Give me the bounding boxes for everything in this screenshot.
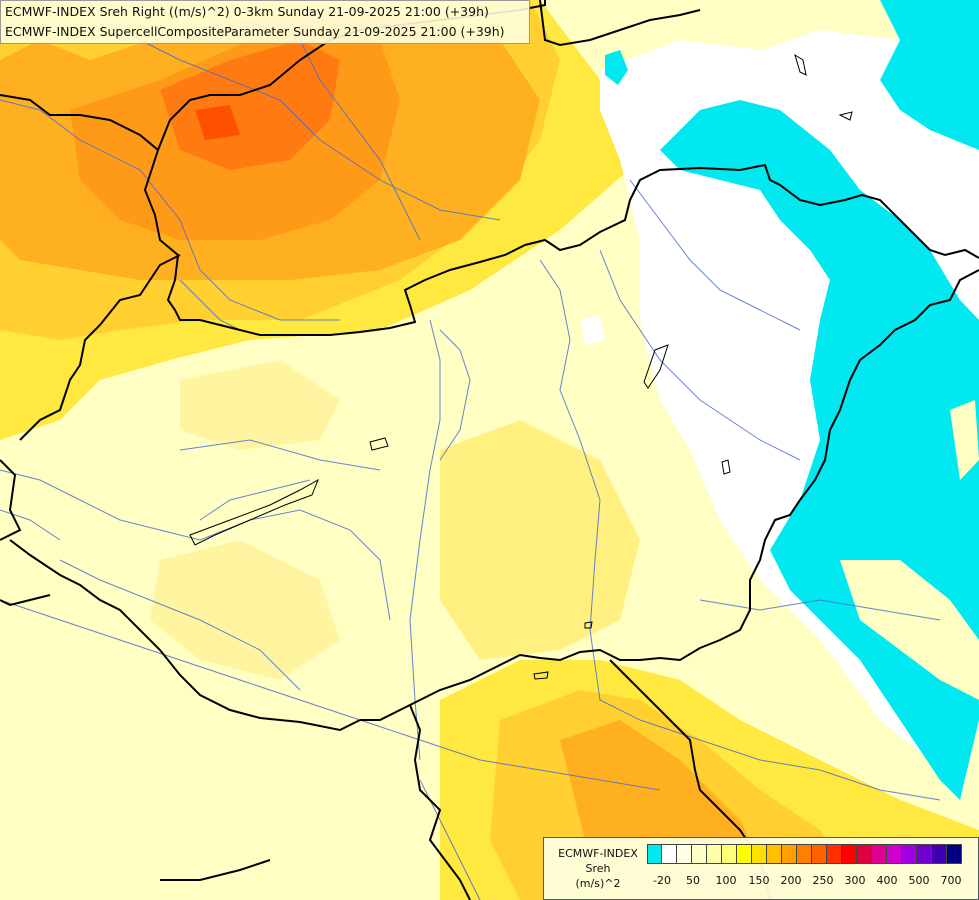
legend-ticks: -20 50 100 150 200 250 300 400 500 700 bbox=[647, 874, 977, 890]
legend-swatch bbox=[947, 844, 962, 864]
legend-tick-label: 100 bbox=[715, 874, 737, 887]
legend-swatch bbox=[677, 844, 692, 864]
legend-tick-label: 150 bbox=[748, 874, 770, 887]
legend-swatch bbox=[917, 844, 932, 864]
legend-tick-label: 400 bbox=[876, 874, 898, 887]
legend-swatch bbox=[692, 844, 707, 864]
legend-tick-label: 250 bbox=[812, 874, 834, 887]
legend-tick-label: -20 bbox=[653, 874, 671, 887]
legend-swatch bbox=[812, 844, 827, 864]
legend-parameter: Sreh bbox=[585, 862, 611, 875]
legend-swatches bbox=[647, 844, 962, 864]
legend-swatch bbox=[737, 844, 752, 864]
legend-swatch bbox=[647, 844, 662, 864]
legend-source: ECMWF-INDEX bbox=[558, 847, 638, 860]
legend-swatch bbox=[662, 844, 677, 864]
legend-swatch bbox=[857, 844, 872, 864]
legend-swatch bbox=[932, 844, 947, 864]
legend-swatch bbox=[872, 844, 887, 864]
legend-swatch bbox=[842, 844, 857, 864]
title-line-1: ECMWF-INDEX Sreh Right ((m/s)^2) 0-3km S… bbox=[5, 4, 489, 19]
legend-swatch bbox=[722, 844, 737, 864]
legend-swatch bbox=[782, 844, 797, 864]
legend-swatch bbox=[797, 844, 812, 864]
legend-swatch bbox=[902, 844, 917, 864]
legend-tick-label: 200 bbox=[780, 874, 802, 887]
color-legend: ECMWF-INDEX Sreh (m/s)^2 -20 50 100 150 200 2… bbox=[543, 837, 979, 900]
map-title-box: ECMWF-INDEX Sreh Right ((m/s)^2) 0-3km S… bbox=[0, 0, 530, 44]
legend-swatch bbox=[707, 844, 722, 864]
legend-swatch bbox=[752, 844, 767, 864]
lakes bbox=[189, 53, 853, 680]
legend-unit: (m/s)^2 bbox=[575, 877, 621, 890]
legend-swatch bbox=[827, 844, 842, 864]
legend-tick-label: 500 bbox=[908, 874, 930, 887]
legend-tick-label: 300 bbox=[844, 874, 866, 887]
title-line-2: ECMWF-INDEX SupercellCompositeParameter … bbox=[5, 24, 505, 39]
rivers bbox=[0, 19, 941, 900]
legend-tick-label: 700 bbox=[940, 874, 962, 887]
legend-swatch bbox=[767, 844, 782, 864]
legend-swatch bbox=[887, 844, 902, 864]
legend-label: ECMWF-INDEX Sreh (m/s)^2 bbox=[550, 846, 646, 891]
legend-tick-label: 50 bbox=[686, 874, 700, 887]
